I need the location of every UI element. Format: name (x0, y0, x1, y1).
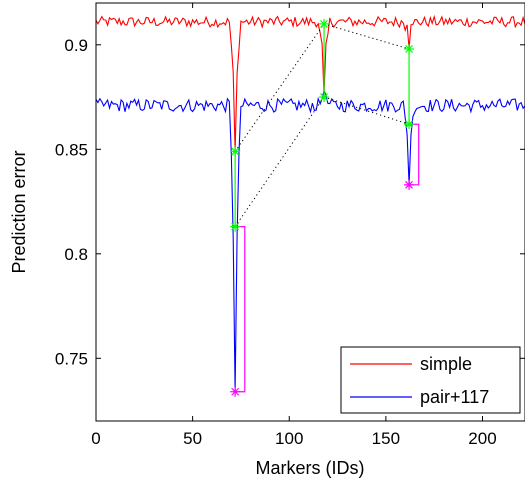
y-tick-label-3: 0.9 (64, 36, 88, 55)
series-line-0 (95, 14, 525, 152)
green-marker-3 (319, 92, 330, 103)
series-layer (95, 14, 525, 392)
green-marker-5-stroke-3 (405, 120, 413, 129)
green-marker-0 (230, 146, 241, 157)
legend-box (340, 346, 521, 414)
magenta-marker-1 (404, 179, 415, 190)
series-line-1 (95, 89, 525, 392)
y-tick-label-0: 0.75 (55, 349, 88, 368)
green-marker-1-stroke-3 (231, 222, 240, 231)
magenta-marker-0 (230, 386, 241, 397)
green-marker-3-stroke-3 (320, 93, 328, 101)
annotation-layer (230, 18, 420, 397)
dotted-link-0 (234, 23, 325, 152)
plot-area-frame (95, 2, 525, 422)
magenta-marker-1-stroke-3 (405, 180, 413, 189)
y-tick-label-1: 0.8 (64, 245, 88, 264)
y-tick-label-2: 0.85 (55, 140, 88, 159)
magenta-marker-0-stroke-3 (231, 387, 240, 396)
x-tick-label-4: 200 (468, 429, 496, 448)
y-axis-label: Prediction error (9, 150, 29, 273)
dotted-link-1 (234, 96, 325, 227)
green-marker-2-stroke-3 (320, 19, 328, 28)
legend: simple pair+117 (340, 346, 521, 414)
green-marker-5 (404, 119, 415, 130)
axis-layer: 0 50 100 150 200 0.75 0.8 0.85 0.9 (55, 3, 525, 448)
green-marker-1 (230, 221, 241, 232)
legend-label-simple: simple (420, 354, 472, 374)
green-marker-2 (319, 18, 330, 29)
x-tick-label-2: 100 (275, 429, 303, 448)
legend-label-pair-117: pair+117 (420, 387, 489, 407)
x-tick-label-3: 150 (372, 429, 400, 448)
x-tick-label-0: 0 (91, 429, 100, 448)
dotted-link-2 (323, 23, 410, 50)
x-axis-label: Markers (IDs) (256, 458, 365, 478)
green-marker-4 (404, 43, 415, 54)
green-marker-4-stroke-3 (405, 45, 413, 53)
green-marker-0-stroke-3 (231, 147, 240, 156)
x-tick-label-1: 50 (183, 429, 202, 448)
